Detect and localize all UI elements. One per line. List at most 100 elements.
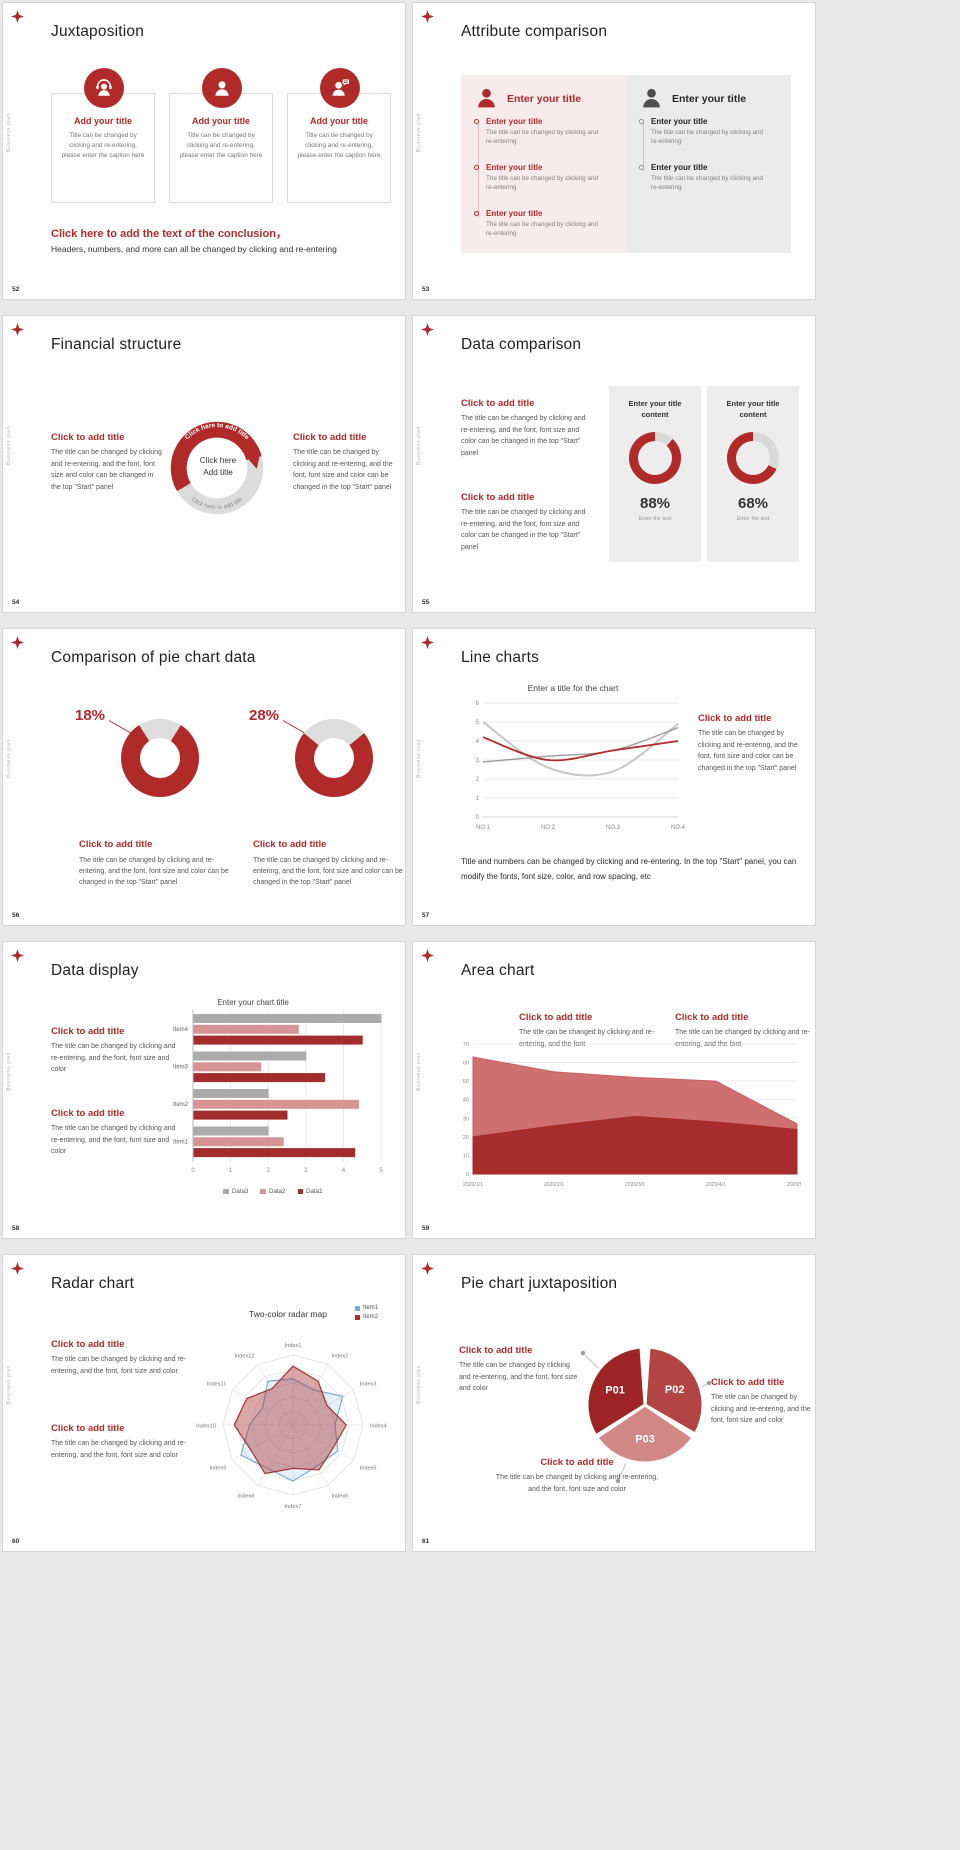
text-section: Click to add title The title can be chan… <box>711 1377 813 1427</box>
leader-dots <box>580 1350 712 1484</box>
compass-icon <box>11 10 24 23</box>
section-desc: The title can be changed by clicking and… <box>51 1356 187 1375</box>
svg-text:50: 50 <box>463 1079 469 1085</box>
radar-chart: Index1 Index2 Index3 Index4 Index5 Index6 Inde… <box>196 1343 387 1510</box>
sidebar-vertical-label: Business plan <box>416 1052 422 1091</box>
slide-55-data-comparison[interactable]: Business plan Data comparison Click to a… <box>412 315 816 613</box>
slide-title: Juxtaposition <box>51 23 145 40</box>
compass-icon <box>11 636 24 649</box>
item-title: Enter your title <box>486 163 543 172</box>
legend-item: Data3 <box>223 1188 248 1195</box>
slide-title: Comparison of pie chart data <box>51 649 256 666</box>
section-title: Click to add title <box>711 1377 785 1388</box>
comparison-panel-right: Enter your title Enter your title The ti… <box>626 75 791 253</box>
timeline-item: Enter your title The title can be change… <box>638 163 784 193</box>
slide-number: 60 <box>12 1538 20 1545</box>
slide-60-radar-chart[interactable]: Business plan Radar chart Click to add t… <box>2 1254 406 1552</box>
svg-text:Index4: Index4 <box>370 1424 387 1430</box>
section-desc: The title can be changed by clicking and… <box>698 730 798 772</box>
timeline-line <box>642 123 644 171</box>
donut-chart <box>295 719 373 797</box>
svg-text:4: 4 <box>342 1168 346 1174</box>
feature-card: Add your title Title can be changed by c… <box>169 68 273 203</box>
section-title: Click to add title <box>253 839 327 850</box>
section-desc: The title can be changed by clicking and… <box>51 1043 176 1074</box>
item-title: Enter your title <box>651 163 708 172</box>
slides-gallery: Business plan Juxtaposition Add your tit… <box>2 2 816 1552</box>
svg-text:1: 1 <box>229 1168 233 1174</box>
section-desc: The title can be changed by clicking and… <box>79 857 229 887</box>
support-person-icon <box>84 68 124 108</box>
svg-text:Index3: Index3 <box>360 1382 377 1388</box>
slide-57-line-charts[interactable]: Business plan Line charts Enter a title … <box>412 628 816 926</box>
text-section: Click to add title The title can be chan… <box>51 1026 177 1076</box>
slide-52-juxtaposition[interactable]: Business plan Juxtaposition Add your tit… <box>2 2 406 300</box>
section-title: Click to add title <box>519 1012 593 1023</box>
cycle-arrows-diagram: Click here to add title Click here to ad… <box>170 421 264 515</box>
slide-number: 59 <box>422 1225 430 1232</box>
section-title: Click to add title <box>461 492 535 503</box>
item-desc: The title can be changed by clicking and… <box>486 221 599 238</box>
panel-title: Enter your title <box>672 92 747 105</box>
svg-text:Index10: Index10 <box>196 1424 216 1430</box>
item-desc: The title can be changed by clicking and… <box>651 175 764 192</box>
slide-54-financial-structure[interactable]: Business plan Financial structure Click … <box>2 315 406 613</box>
svg-text:40: 40 <box>463 1098 469 1104</box>
slide-59-area-chart[interactable]: Business plan Area chart Click to add ti… <box>412 941 816 1239</box>
person-icon <box>202 68 242 108</box>
slide-title: Pie chart juxtaposition <box>461 1275 618 1292</box>
item-desc: The title can be changed by clicking and… <box>651 129 764 146</box>
timeline-dot <box>474 211 479 216</box>
center-label: Click here Add title <box>180 455 256 480</box>
sidebar-vertical-label: Business plan <box>6 1052 12 1091</box>
legend-item: Item2 <box>355 1314 378 1320</box>
pie-chart: P01 P02 P03 <box>580 1345 712 1484</box>
svg-text:5: 5 <box>476 720 480 726</box>
compass-icon <box>421 636 434 649</box>
slide-title: Data display <box>51 962 139 979</box>
chart-title: Enter your chart title <box>217 998 289 1007</box>
slide-title: Financial structure <box>51 336 182 353</box>
panel-title: Enter your title <box>507 92 582 105</box>
footer-note: Title and numbers can be changed by clic… <box>461 857 797 881</box>
conclusion-text: Headers, numbers, and more can all be ch… <box>51 244 337 254</box>
chart-legend: Data3 Data2 Data1 <box>178 1188 368 1195</box>
section-desc: The title can be changed by clicking and… <box>51 1440 187 1459</box>
svg-text:Item1: Item1 <box>173 1140 189 1146</box>
compass-icon <box>421 949 434 962</box>
slide-number: 61 <box>422 1538 430 1545</box>
section-title: Click to add title <box>293 432 367 443</box>
section-title: Click to add title <box>698 713 772 724</box>
sidebar-vertical-label: Business plan <box>6 426 12 465</box>
text-section: Click to add title The title can be chan… <box>459 1345 581 1395</box>
stat-caption: Enter the text <box>638 515 672 522</box>
svg-text:10: 10 <box>463 1153 469 1159</box>
stat-header: Enter your title content <box>628 399 682 420</box>
stat-header: Enter your title content <box>726 399 780 420</box>
svg-text:0: 0 <box>476 815 480 821</box>
timeline-item: Enter your title The title can be change… <box>473 163 619 193</box>
section-desc: The title can be changed by clicking and… <box>495 1474 659 1493</box>
section-title: Click to add title <box>51 1026 125 1037</box>
slide-61-pie-juxtaposition[interactable]: Business plan Pie chart juxtaposition P0… <box>412 1254 816 1552</box>
section-desc: The title can be changed by clicking and… <box>253 857 403 887</box>
section-title: Click to add title <box>461 398 535 409</box>
timeline-dot <box>639 165 644 170</box>
svg-text:P03: P03 <box>635 1434 655 1446</box>
slide-53-attribute-comparison[interactable]: Business plan Attribute comparison Enter… <box>412 2 816 300</box>
svg-text:Index12: Index12 <box>235 1353 255 1359</box>
chart-legend: Item1 Item2 <box>355 1305 378 1323</box>
section-desc: The title can be changed by clicking and… <box>461 415 586 457</box>
slide-58-data-display[interactable]: Business plan Data display Click to add … <box>2 941 406 1239</box>
card-caption: Title can be changed by clicking and re-… <box>61 132 145 159</box>
text-section: Click to add title The title can be chan… <box>293 432 403 493</box>
item-desc: The title can be changed by clicking and… <box>486 129 599 146</box>
panel-header: Enter your title <box>639 86 746 111</box>
line-chart: 0 1 2 3 4 5 6 NO.1 NO.2 NO.3 NO.4 <box>476 701 686 831</box>
slide-title: Area chart <box>461 962 535 979</box>
svg-text:Item4: Item4 <box>173 1027 189 1033</box>
slide-title: Data comparison <box>461 336 582 353</box>
person-icon <box>643 88 660 108</box>
svg-text:2020/1/1: 2020/1/1 <box>463 1182 483 1188</box>
slide-56-pie-comparison[interactable]: Business plan Comparison of pie chart da… <box>2 628 406 926</box>
